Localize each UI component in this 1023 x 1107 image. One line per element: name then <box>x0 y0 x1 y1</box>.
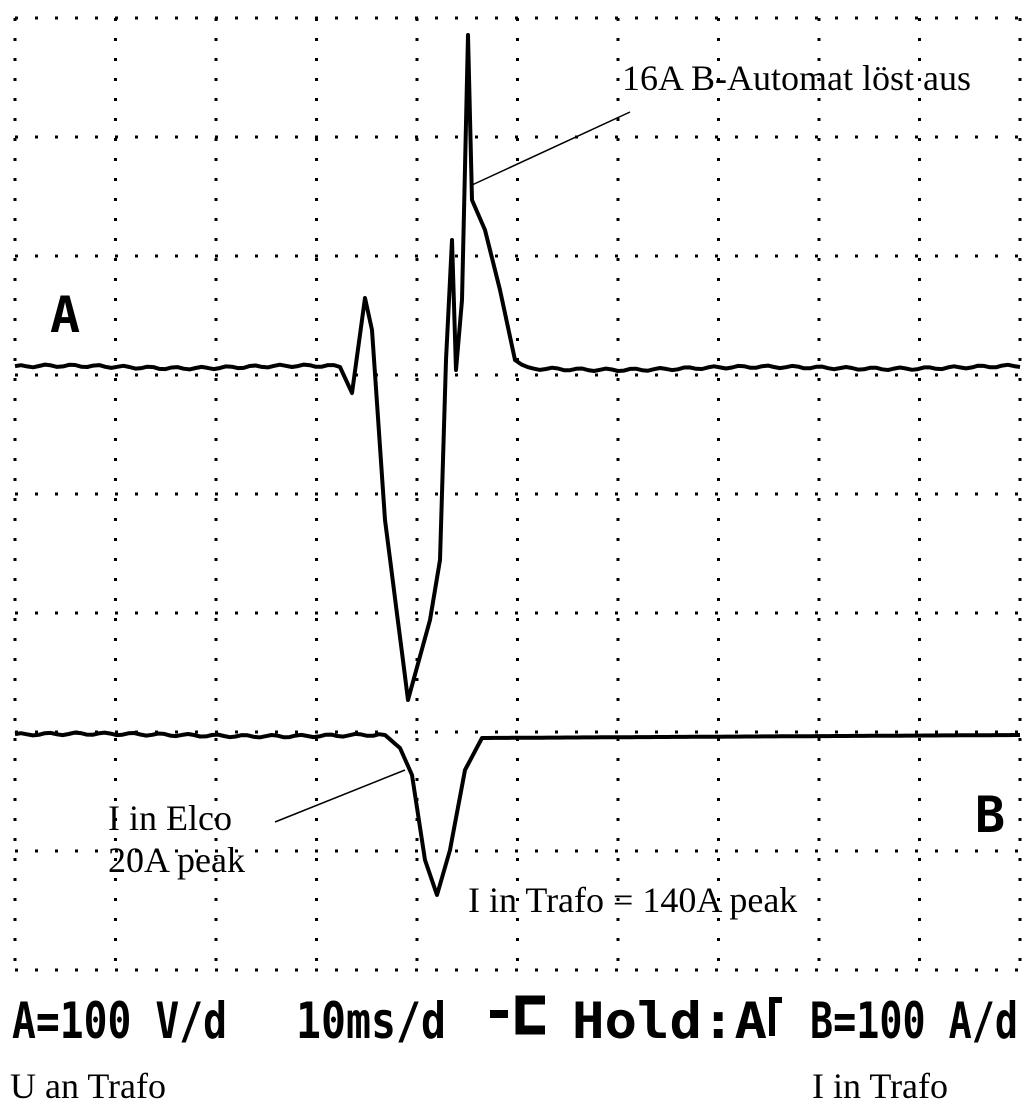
trigger-edge-icon <box>772 1000 782 1036</box>
status-channel-b: B=100 A/d <box>810 992 1018 1050</box>
channel-a-label: A <box>50 286 80 344</box>
status-hold: Hold:A <box>572 992 767 1050</box>
annotation-pointer <box>275 770 405 822</box>
annotation: I in Elco <box>108 798 232 838</box>
status-channel-a: A=100 V/d <box>12 992 227 1050</box>
trigger-icon <box>490 1000 545 1030</box>
annotation: 16A B-Automat löst aus <box>622 58 971 98</box>
oscilloscope-screenshot: A B 16A B-Automat löst aus I in Elco 20A… <box>0 0 1023 1107</box>
channel-b-label: B <box>975 786 1005 844</box>
annotation: I in Trafo = 140A peak <box>468 880 797 920</box>
annotation: 20A peak <box>108 840 245 880</box>
caption: I in Trafo <box>812 1066 948 1106</box>
caption: U an Trafo <box>10 1066 166 1106</box>
status-timebase: 10ms/d <box>296 992 446 1050</box>
annotation-pointer <box>472 112 630 185</box>
